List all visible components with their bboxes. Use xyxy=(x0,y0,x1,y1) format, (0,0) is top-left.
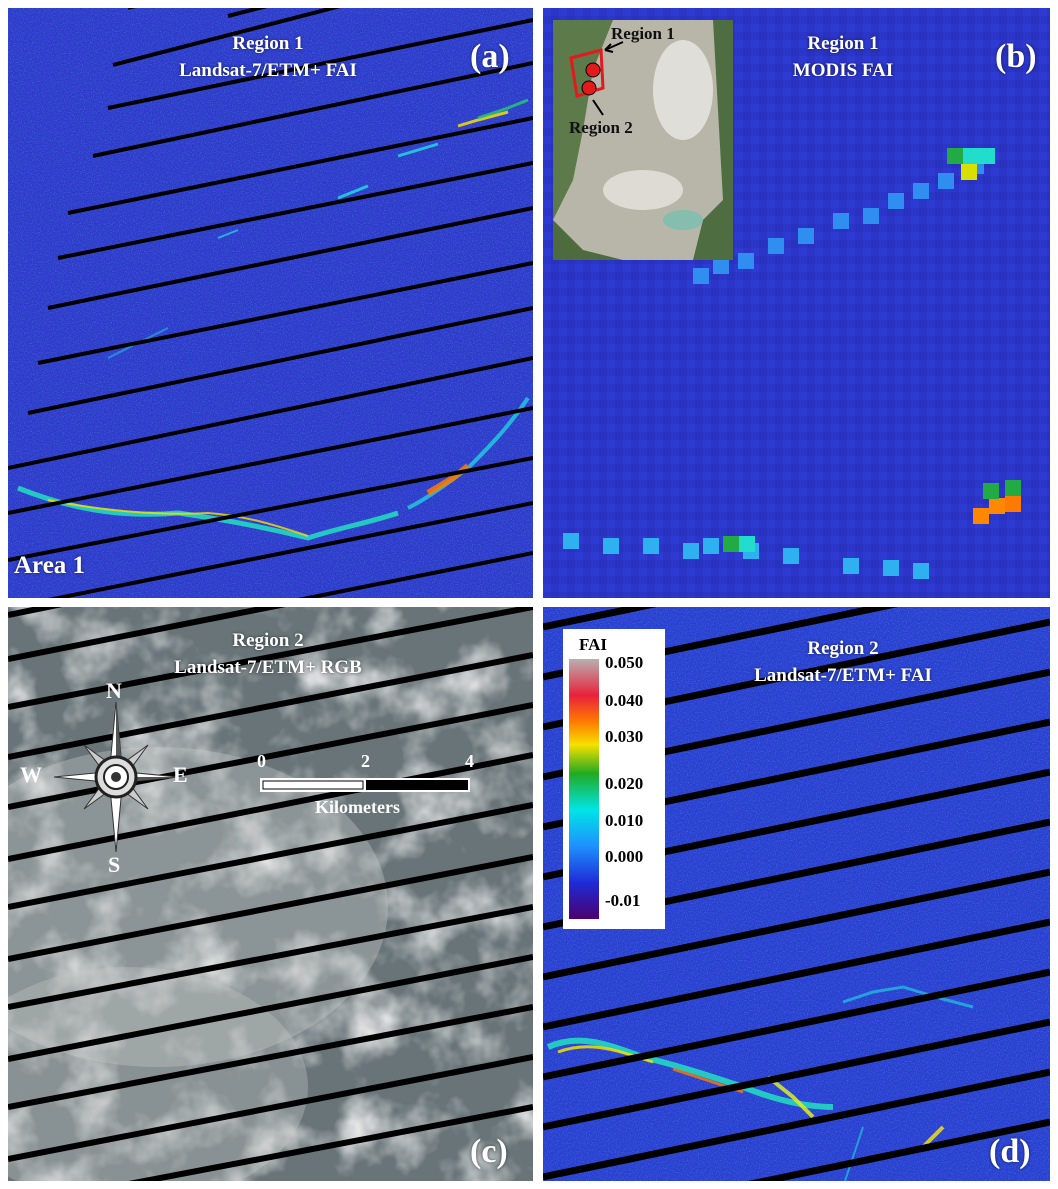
compass-north: N xyxy=(106,678,122,703)
scale-bar-graphic xyxy=(260,778,470,792)
compass-rose: N S E W xyxy=(20,678,206,877)
compass-east: E xyxy=(173,762,188,787)
panel-b-title-line2: MODIS FAI xyxy=(792,60,894,81)
panel-d-landsat-fai-region2: FAI 0.050 0.040 0.030 0.020 0.01 xyxy=(543,607,1050,1181)
scale-tick-0: 0 xyxy=(257,751,266,771)
compass-west: W xyxy=(20,762,42,787)
panel-d-title: Region 2 Landsat-7/ETM+ FAI xyxy=(713,635,973,689)
scale-bar: 0 2 4 Kilometers xyxy=(253,747,493,827)
locator-inset-map: Region 1 Region 2 xyxy=(553,20,733,260)
area-label: Area 1 xyxy=(14,552,86,579)
fai-colorbar-legend: FAI 0.050 0.040 0.030 0.020 0.01 xyxy=(563,629,665,929)
inset-region-box xyxy=(569,48,605,98)
legend-tick-0010: 0.010 xyxy=(605,811,644,830)
panel-a-title-line2: Landsat-7/ETM+ FAI xyxy=(179,60,357,81)
legend-tick-0000: 0.000 xyxy=(605,847,644,866)
region2-marker xyxy=(581,80,597,96)
panel-d-title-line1: Region 2 xyxy=(807,638,879,659)
compass-south: S xyxy=(108,852,121,877)
inset-satellite-image xyxy=(553,20,733,260)
legend-tick-0050: 0.050 xyxy=(605,653,644,672)
panel-c-title: Region 2 Landsat-7/ETM+ RGB xyxy=(138,627,398,681)
panel-b-title-line1: Region 1 xyxy=(807,33,879,54)
panel-a-title-line1: Region 1 xyxy=(232,33,304,54)
panel-d-title-line2: Landsat-7/ETM+ FAI xyxy=(754,665,932,686)
panel-b-modis-fai-region1: Region 1 Region 2 Region 1 MODIS FAI (b) xyxy=(543,8,1050,598)
legend-tick-neg001: -0.01 xyxy=(605,891,641,910)
panel-d-letter: (d) xyxy=(989,1133,1031,1170)
legend-color-ramp xyxy=(569,659,599,919)
panel-b-letter: (b) xyxy=(995,38,1037,75)
inset-region2-label: Region 2 xyxy=(569,118,633,137)
legend-tick-0030: 0.030 xyxy=(605,727,644,746)
panel-a-image xyxy=(8,8,533,598)
panel-c-title-line1: Region 2 xyxy=(232,630,304,651)
legend-tick-0020: 0.020 xyxy=(605,774,644,793)
panel-c-image xyxy=(8,607,533,1181)
legend-tick-0040: 0.040 xyxy=(605,691,644,710)
panel-a-letter: (a) xyxy=(470,38,510,75)
legend-title: FAI xyxy=(579,635,608,654)
scale-unit: Kilometers xyxy=(315,797,400,817)
panel-a-landsat-fai-region1: Region 1 Landsat-7/ETM+ FAI (a) Area 1 xyxy=(8,8,533,598)
panel-c-landsat-rgb-region2: Region 2 Landsat-7/ETM+ RGB N S E W xyxy=(8,607,533,1181)
panel-c-letter: (c) xyxy=(470,1133,508,1170)
panel-a-title: Region 1 Landsat-7/ETM+ FAI xyxy=(158,30,378,84)
inset-region1-label: Region 1 xyxy=(611,24,675,43)
region1-marker xyxy=(585,62,601,78)
scale-tick-2: 2 xyxy=(361,751,370,771)
panel-b-title: Region 1 MODIS FAI xyxy=(743,30,943,84)
scale-tick-4: 4 xyxy=(465,751,474,771)
compass-rose-icon xyxy=(53,701,179,853)
panel-c-title-line2: Landsat-7/ETM+ RGB xyxy=(174,657,362,678)
